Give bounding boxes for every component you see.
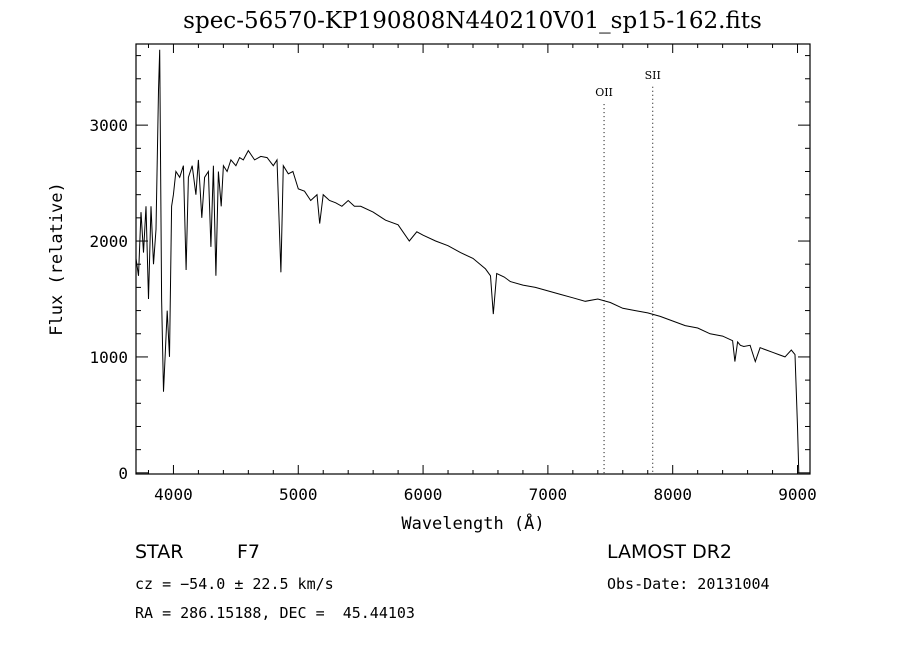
y-axis-label: Flux (relative) xyxy=(47,182,67,336)
redshift-cz: cz = −54.0 ± 22.5 km/s xyxy=(135,575,334,593)
spectrum-line xyxy=(135,49,800,473)
y-tick-label: 1000 xyxy=(89,348,128,367)
y-tick-label: 0 xyxy=(118,464,128,483)
y-tick-label: 3000 xyxy=(89,116,128,135)
annotation-label: SII xyxy=(645,69,661,82)
x-tick-label: 8000 xyxy=(653,485,692,504)
x-tick-label: 5000 xyxy=(279,485,318,504)
line-annotations: OII SII xyxy=(595,69,661,474)
x-tick-label: 7000 xyxy=(529,485,568,504)
x-tick-label: 6000 xyxy=(404,485,443,504)
observation-date: Obs-Date: 20131004 xyxy=(607,575,770,593)
spectral-subclass: F7 xyxy=(237,541,261,563)
y-tick-label: 2000 xyxy=(89,232,128,251)
axis-ticks: 4000 5000 6000 7000 8000 9000 0 1000 2000 3000 xyxy=(89,44,817,504)
chart-title: spec-56570-KP190808N440210V01_sp15-162.f… xyxy=(183,8,762,34)
x-tick-label: 4000 xyxy=(154,485,193,504)
object-class: STAR xyxy=(135,541,184,563)
survey-name: LAMOST DR2 xyxy=(607,541,732,563)
x-tick-label: 9000 xyxy=(778,485,817,504)
annotation-label: OII xyxy=(595,86,613,99)
x-axis-label: Wavelength (Å) xyxy=(401,512,544,534)
ra-dec-coordinates: RA = 286.15188, DEC = 45.44103 xyxy=(135,604,415,622)
